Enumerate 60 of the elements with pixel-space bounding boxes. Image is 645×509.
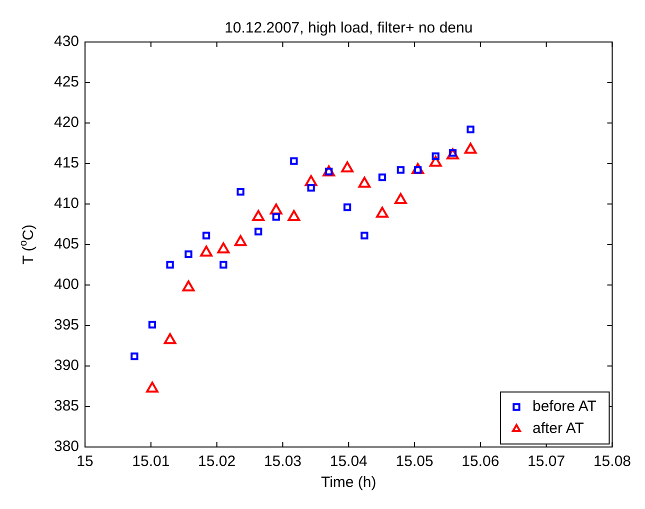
point	[202, 232, 210, 240]
x-axis-title: Time (h)	[320, 474, 376, 492]
y-tick-label: 395	[54, 316, 80, 334]
point	[376, 206, 388, 218]
x-tick-label: 15.05	[396, 453, 434, 470]
point	[466, 126, 474, 134]
point	[220, 260, 228, 269]
point	[307, 184, 315, 192]
point	[166, 260, 174, 269]
y-tick-label: 390	[54, 357, 80, 374]
point	[358, 176, 371, 188]
y-tick-label: 420	[54, 114, 80, 132]
point	[252, 210, 265, 221]
y-tick-label: 400	[54, 276, 80, 294]
point	[343, 203, 352, 212]
point	[446, 148, 459, 160]
chart-title: 10.12.2007, high load, filter+ no denu	[224, 20, 473, 37]
x-tick-label: 15.03	[264, 453, 302, 470]
x-tick-label: 15	[76, 453, 94, 470]
y-tick-label: 385	[54, 398, 80, 415]
point	[322, 165, 336, 176]
point	[429, 156, 442, 167]
x-tick-label: 15.06	[462, 453, 500, 470]
y-axis-title: T (oC)	[18, 224, 38, 264]
point	[396, 166, 405, 174]
x-tick-label: 15.01	[132, 453, 170, 470]
legend-label: after AT	[532, 420, 584, 438]
y-tick-label: 380	[54, 438, 80, 456]
point	[341, 161, 354, 172]
x-tick-label: 15.07	[528, 453, 566, 470]
x-tick-label: 15.08	[593, 453, 632, 470]
point	[270, 203, 282, 214]
x-tick-label: 15.02	[198, 453, 236, 470]
point	[272, 213, 280, 221]
point	[290, 157, 298, 165]
point	[464, 142, 477, 154]
point	[360, 232, 368, 240]
point	[236, 188, 244, 196]
point	[130, 352, 138, 360]
point	[304, 175, 318, 186]
point	[148, 320, 156, 329]
point	[288, 210, 300, 221]
y-tick-label: 405	[54, 236, 80, 253]
point	[184, 250, 192, 258]
point	[164, 333, 176, 344]
y-tick-label: 410	[54, 195, 80, 212]
x-tick-label: 15.04	[330, 453, 368, 470]
point	[217, 242, 230, 254]
point	[234, 235, 247, 246]
point	[146, 382, 158, 393]
legend-label: before AT	[532, 398, 596, 416]
point	[200, 246, 212, 257]
y-tick-label: 430	[54, 33, 80, 50]
y-tick-label: 425	[54, 74, 80, 91]
y-tick-label: 415	[54, 154, 80, 172]
point	[394, 192, 407, 204]
point	[254, 228, 262, 236]
point	[182, 280, 195, 292]
point	[378, 173, 386, 182]
point	[432, 152, 440, 160]
